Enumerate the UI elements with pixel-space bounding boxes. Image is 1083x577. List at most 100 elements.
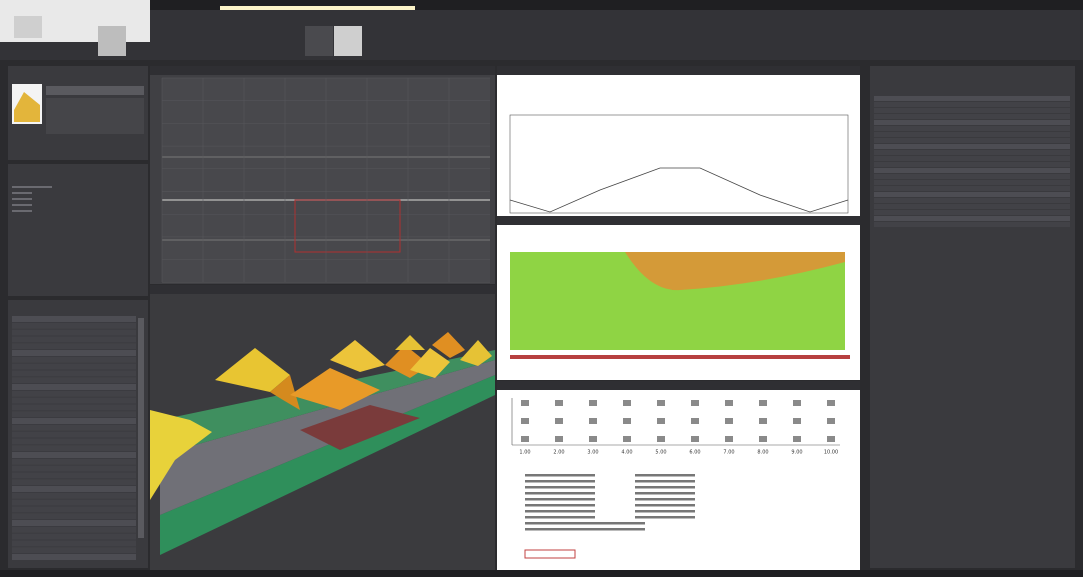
property-row — [12, 363, 136, 370]
property-row — [874, 162, 1070, 167]
property-row — [12, 329, 136, 336]
selected-area — [300, 405, 420, 450]
ribbon-button-active[interactable] — [98, 26, 126, 56]
x-tick-label: 2.00 — [553, 450, 564, 456]
result-cell — [691, 400, 699, 406]
list-row — [12, 186, 52, 188]
ribbon — [0, 10, 1083, 60]
property-row — [874, 192, 1070, 197]
result-text — [525, 498, 595, 501]
profile-view — [497, 66, 860, 216]
list-row — [12, 210, 32, 212]
panel-button[interactable] — [46, 86, 144, 95]
view-header — [497, 216, 860, 225]
property-row — [12, 465, 136, 472]
result-cell — [759, 436, 767, 442]
result-cell — [623, 418, 631, 424]
slope-surface — [290, 368, 380, 410]
result-cell — [555, 418, 563, 424]
result-cell — [691, 418, 699, 424]
status-bar — [0, 570, 1083, 577]
result-cell — [589, 418, 597, 424]
property-row — [12, 418, 136, 424]
property-row — [12, 370, 136, 377]
profile-line — [509, 167, 849, 213]
property-row — [874, 222, 1070, 227]
result-text — [525, 480, 595, 483]
result-cell — [555, 436, 563, 442]
result-text — [635, 504, 695, 507]
result-text — [525, 522, 645, 525]
result-cell — [725, 400, 733, 406]
property-row — [874, 186, 1070, 191]
property-row — [12, 499, 136, 506]
result-cell — [657, 418, 665, 424]
property-row — [12, 472, 136, 479]
property-row — [12, 411, 136, 418]
property-row — [874, 96, 1070, 101]
x-tick-label: 10.00 — [824, 450, 838, 456]
slope-surface — [270, 375, 300, 410]
property-row — [12, 452, 136, 458]
right-panel — [870, 66, 1075, 568]
ribbon-button-active[interactable] — [334, 26, 362, 56]
property-row — [874, 180, 1070, 185]
property-row — [12, 343, 136, 350]
property-row — [12, 350, 136, 356]
sliding-body — [625, 252, 845, 291]
property-row — [874, 138, 1070, 143]
x-tick-label: 1.00 — [519, 450, 530, 456]
slope-surface — [460, 340, 492, 366]
property-row — [874, 150, 1070, 155]
scrollbar[interactable] — [138, 318, 144, 538]
slope-surface — [410, 348, 450, 378]
result-cell — [759, 418, 767, 424]
result-cell — [521, 400, 529, 406]
property-row — [874, 168, 1070, 173]
x-tick-label: 7.00 — [723, 450, 734, 456]
result-text — [525, 504, 595, 507]
view-header — [150, 66, 495, 75]
result-cell — [793, 436, 801, 442]
property-row — [874, 156, 1070, 161]
property-row — [12, 390, 136, 397]
property-row — [12, 540, 136, 547]
result-cell — [793, 418, 801, 424]
result-cell — [657, 436, 665, 442]
property-row — [12, 404, 136, 411]
view-header — [497, 381, 860, 390]
property-row — [12, 316, 136, 322]
property-row — [12, 424, 136, 431]
slope-surface — [215, 348, 290, 392]
result-cell — [623, 436, 631, 442]
property-row — [12, 445, 136, 452]
result-cell — [555, 400, 563, 406]
property-row — [874, 108, 1070, 113]
result-cell — [793, 400, 801, 406]
x-tick-label: 5.00 — [655, 450, 666, 456]
result-cell — [827, 400, 835, 406]
result-text — [525, 516, 595, 519]
result-text — [635, 474, 695, 477]
result-text — [635, 516, 695, 519]
property-row — [12, 492, 136, 499]
slope-surface — [150, 410, 212, 500]
result-cell — [589, 436, 597, 442]
property-row — [874, 210, 1070, 215]
result-text — [635, 480, 695, 483]
property-row — [874, 144, 1070, 149]
property-row — [874, 204, 1070, 209]
x-tick-label: 9.00 — [791, 450, 802, 456]
property-row — [12, 458, 136, 465]
ribbon-button[interactable] — [305, 26, 333, 56]
result-button[interactable] — [524, 549, 576, 559]
property-row — [12, 520, 136, 526]
property-row — [12, 554, 136, 560]
view-header — [150, 285, 495, 294]
result-text — [525, 510, 595, 513]
result-cell — [725, 436, 733, 442]
tree-panel — [8, 164, 148, 296]
result-cell — [589, 400, 597, 406]
ribbon-button[interactable] — [14, 16, 42, 38]
